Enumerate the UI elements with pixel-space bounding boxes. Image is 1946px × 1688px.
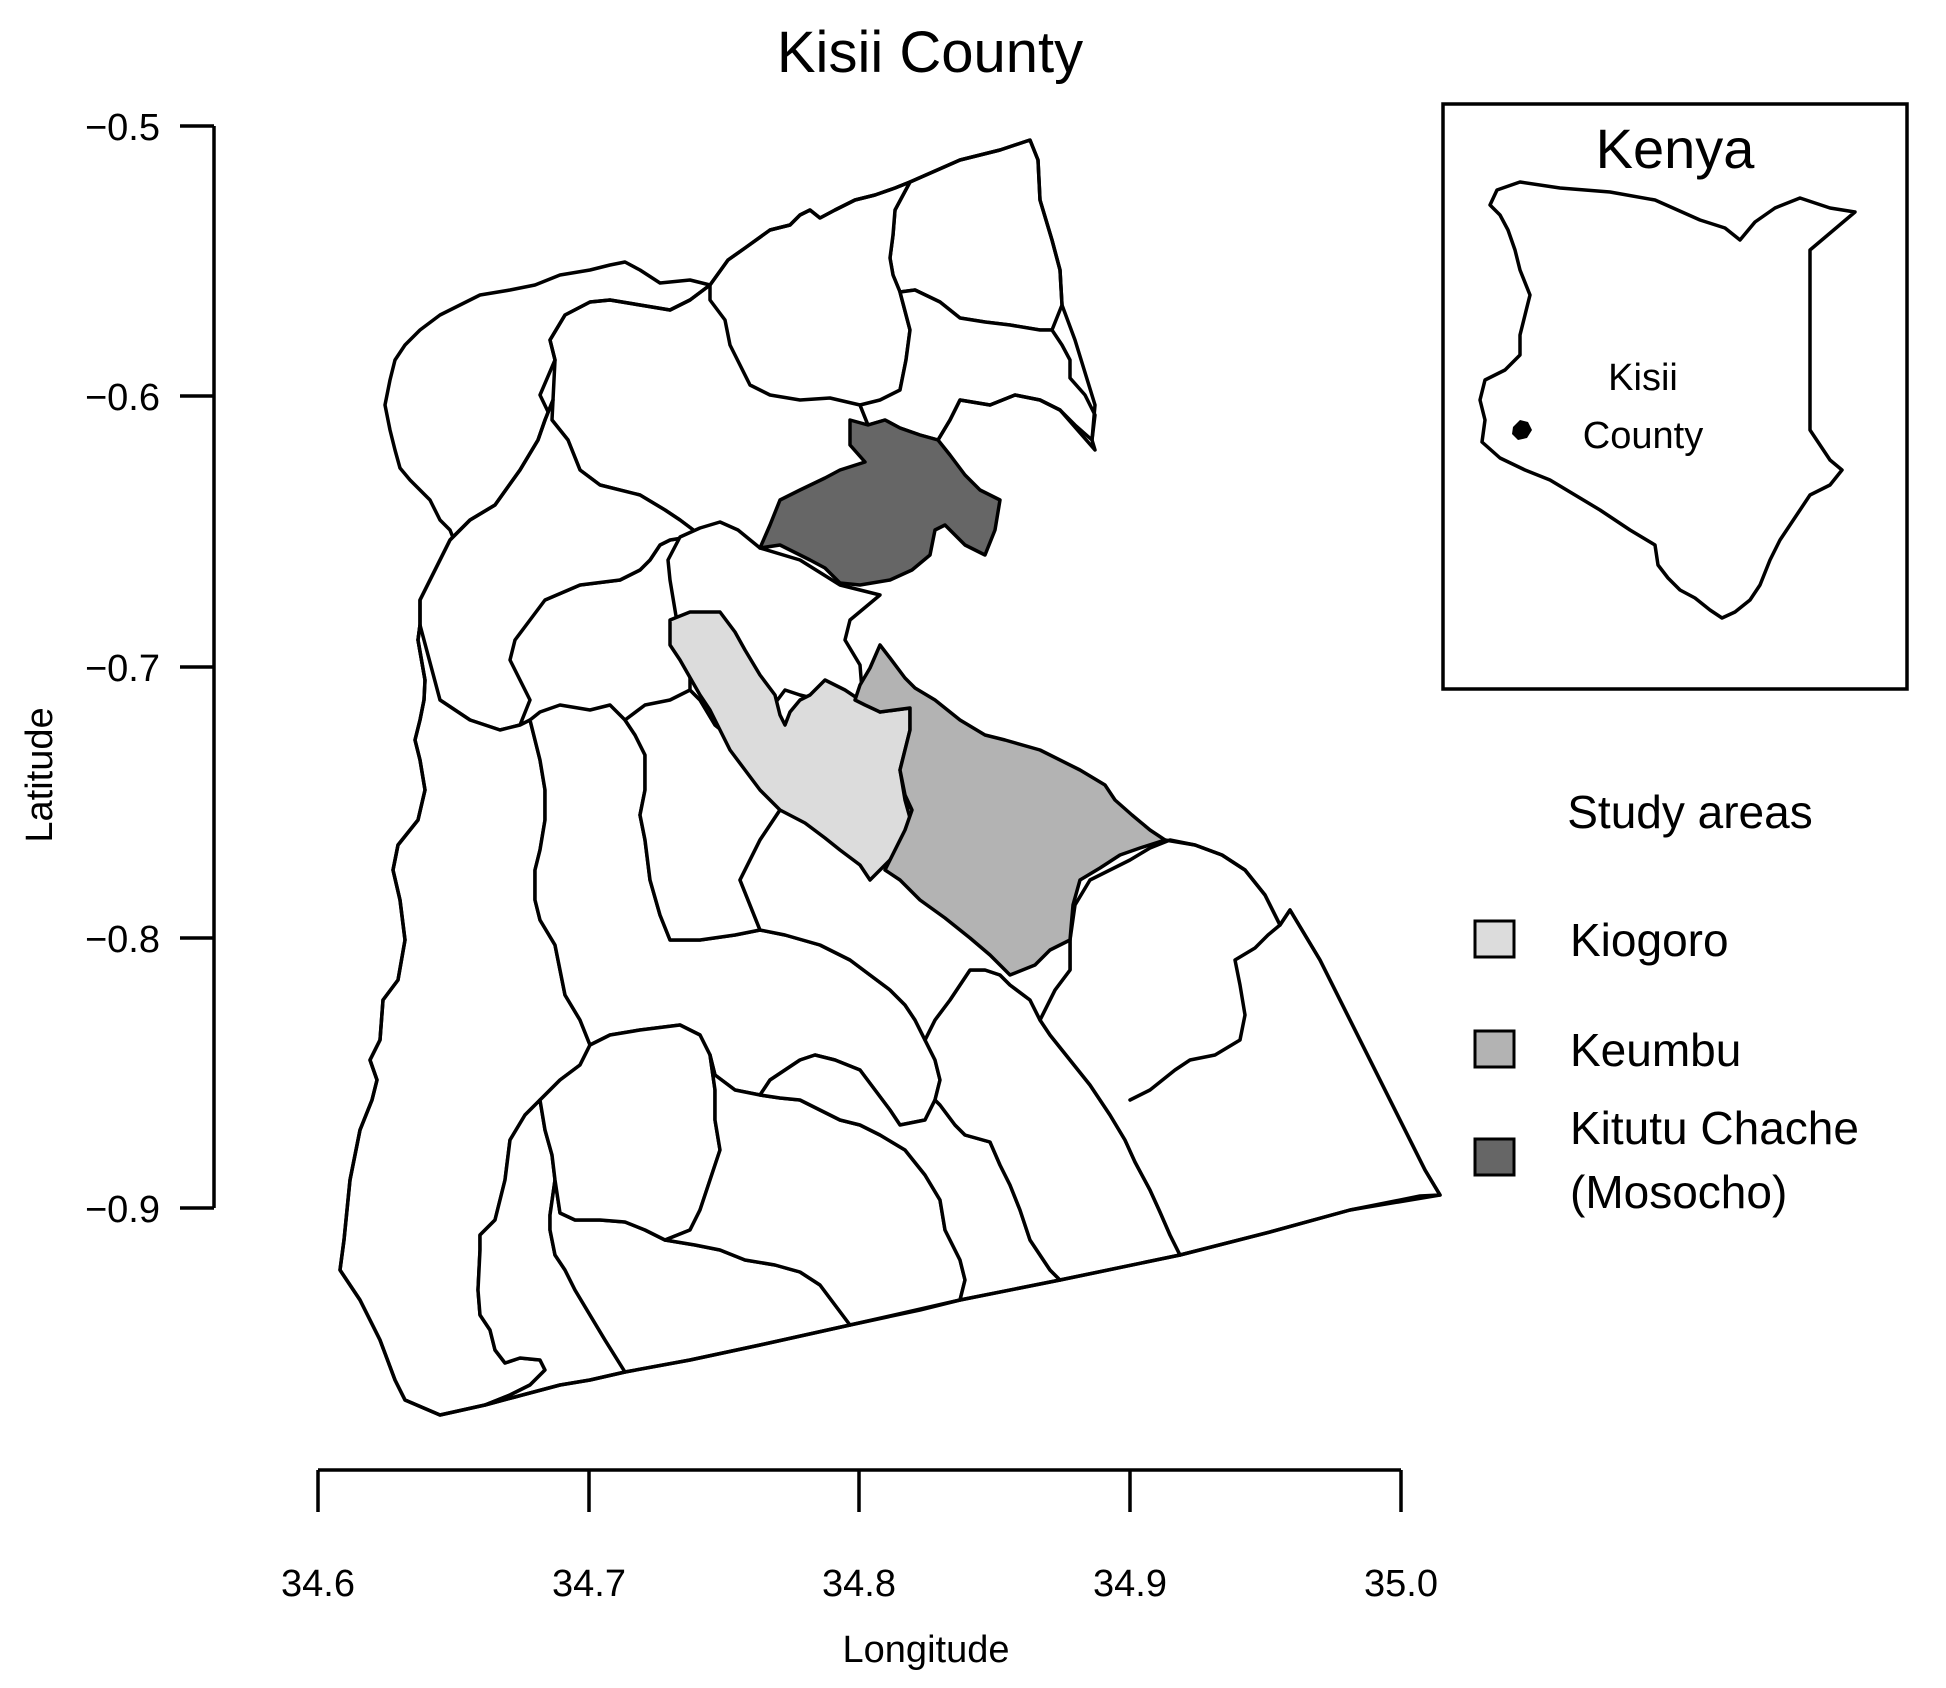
ward-polygon <box>1038 838 1442 1257</box>
y-tick-label: −0.9 <box>85 1189 160 1231</box>
y-tick-label: −0.7 <box>85 648 160 690</box>
y-tick-label: −0.5 <box>85 107 160 149</box>
legend-label-kitutu-chache: Kitutu Chache <box>1570 1102 1859 1154</box>
x-tick-label: 34.6 <box>281 1563 355 1605</box>
inset-kisii-label-line2: County <box>1583 415 1703 457</box>
map-title: Kisii County <box>777 20 1083 85</box>
kitutu-chache-region <box>758 418 1002 587</box>
legend-label-mosocho: (Mosocho) <box>1570 1166 1787 1218</box>
x-tick-label: 34.9 <box>1093 1563 1167 1605</box>
legend-swatch-keumbu <box>1473 1029 1516 1069</box>
x-tick-label: 35.0 <box>1364 1563 1438 1605</box>
legend-label-keumbu: Keumbu <box>1570 1024 1741 1076</box>
x-axis: 34.6 34.7 34.8 34.9 35.0 Longitude <box>281 1468 1438 1671</box>
x-axis-title: Longitude <box>843 1629 1010 1671</box>
kisii-locator-marker <box>1512 420 1532 440</box>
x-tick-label: 34.7 <box>552 1563 626 1605</box>
legend-swatch-kiogoro <box>1473 919 1516 959</box>
kenya-outline <box>1478 180 1857 620</box>
y-tick-label: −0.8 <box>85 919 160 961</box>
y-axis-title: Latitude <box>19 707 61 842</box>
inset-kisii-label-line1: Kisii <box>1608 357 1678 399</box>
ward-polygon <box>666 520 882 812</box>
legend-swatch-kitutu-chache <box>1473 1137 1516 1177</box>
y-axis: −0.5 −0.6 −0.7 −0.8 −0.9 Latitude <box>19 107 216 1231</box>
x-tick-label: 34.8 <box>822 1563 896 1605</box>
kenya-inset: Kenya Kisii County <box>1441 102 1909 691</box>
legend: Study areas Kiogoro Keumbu Kitutu Chache… <box>1473 786 1859 1218</box>
inset-title: Kenya <box>1596 117 1756 180</box>
y-tick-label: −0.6 <box>85 377 160 419</box>
legend-label-kiogoro: Kiogoro <box>1570 914 1729 966</box>
keumbu-region <box>853 643 1167 977</box>
legend-title: Study areas <box>1567 786 1812 838</box>
county-outline <box>338 138 1442 1417</box>
ward-polygon <box>708 180 912 427</box>
